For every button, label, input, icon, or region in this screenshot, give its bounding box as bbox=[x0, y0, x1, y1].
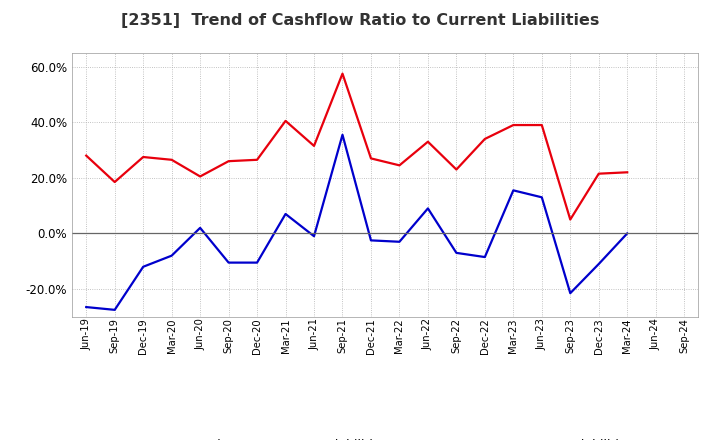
Free CF to Current Liabilities bbox=[395, 239, 404, 244]
Free CF to Current Liabilities bbox=[366, 238, 375, 243]
Free CF to Current Liabilities bbox=[139, 264, 148, 269]
Free CF to Current Liabilities bbox=[509, 188, 518, 193]
Free CF to Current Liabilities bbox=[282, 211, 290, 216]
Free CF to Current Liabilities bbox=[253, 260, 261, 265]
Operating CF to Current Liabilities bbox=[395, 163, 404, 168]
Operating CF to Current Liabilities bbox=[110, 180, 119, 185]
Free CF to Current Liabilities bbox=[623, 231, 631, 236]
Operating CF to Current Liabilities bbox=[366, 156, 375, 161]
Operating CF to Current Liabilities bbox=[338, 71, 347, 76]
Free CF to Current Liabilities bbox=[82, 304, 91, 310]
Operating CF to Current Liabilities bbox=[139, 154, 148, 160]
Free CF to Current Liabilities bbox=[480, 254, 489, 260]
Operating CF to Current Liabilities bbox=[623, 170, 631, 175]
Free CF to Current Liabilities bbox=[452, 250, 461, 256]
Line: Operating CF to Current Liabilities: Operating CF to Current Liabilities bbox=[86, 73, 627, 220]
Operating CF to Current Liabilities bbox=[423, 139, 432, 144]
Operating CF to Current Liabilities bbox=[282, 118, 290, 124]
Operating CF to Current Liabilities bbox=[595, 171, 603, 176]
Free CF to Current Liabilities bbox=[167, 253, 176, 258]
Free CF to Current Liabilities bbox=[196, 225, 204, 231]
Text: [2351]  Trend of Cashflow Ratio to Current Liabilities: [2351] Trend of Cashflow Ratio to Curren… bbox=[121, 13, 599, 28]
Free CF to Current Liabilities bbox=[110, 307, 119, 312]
Legend: Operating CF to Current Liabilities, Free CF to Current Liabilities: Operating CF to Current Liabilities, Fre… bbox=[132, 434, 639, 440]
Free CF to Current Liabilities bbox=[310, 234, 318, 239]
Operating CF to Current Liabilities bbox=[566, 217, 575, 222]
Free CF to Current Liabilities bbox=[537, 194, 546, 200]
Operating CF to Current Liabilities bbox=[480, 136, 489, 142]
Operating CF to Current Liabilities bbox=[82, 153, 91, 158]
Operating CF to Current Liabilities bbox=[509, 122, 518, 128]
Operating CF to Current Liabilities bbox=[196, 174, 204, 179]
Operating CF to Current Liabilities bbox=[253, 157, 261, 162]
Free CF to Current Liabilities bbox=[338, 132, 347, 137]
Operating CF to Current Liabilities bbox=[537, 122, 546, 128]
Operating CF to Current Liabilities bbox=[452, 167, 461, 172]
Free CF to Current Liabilities bbox=[566, 290, 575, 296]
Free CF to Current Liabilities bbox=[225, 260, 233, 265]
Operating CF to Current Liabilities bbox=[310, 143, 318, 149]
Operating CF to Current Liabilities bbox=[167, 157, 176, 162]
Free CF to Current Liabilities bbox=[595, 261, 603, 267]
Free CF to Current Liabilities bbox=[423, 206, 432, 211]
Operating CF to Current Liabilities bbox=[225, 158, 233, 164]
Line: Free CF to Current Liabilities: Free CF to Current Liabilities bbox=[86, 135, 627, 310]
